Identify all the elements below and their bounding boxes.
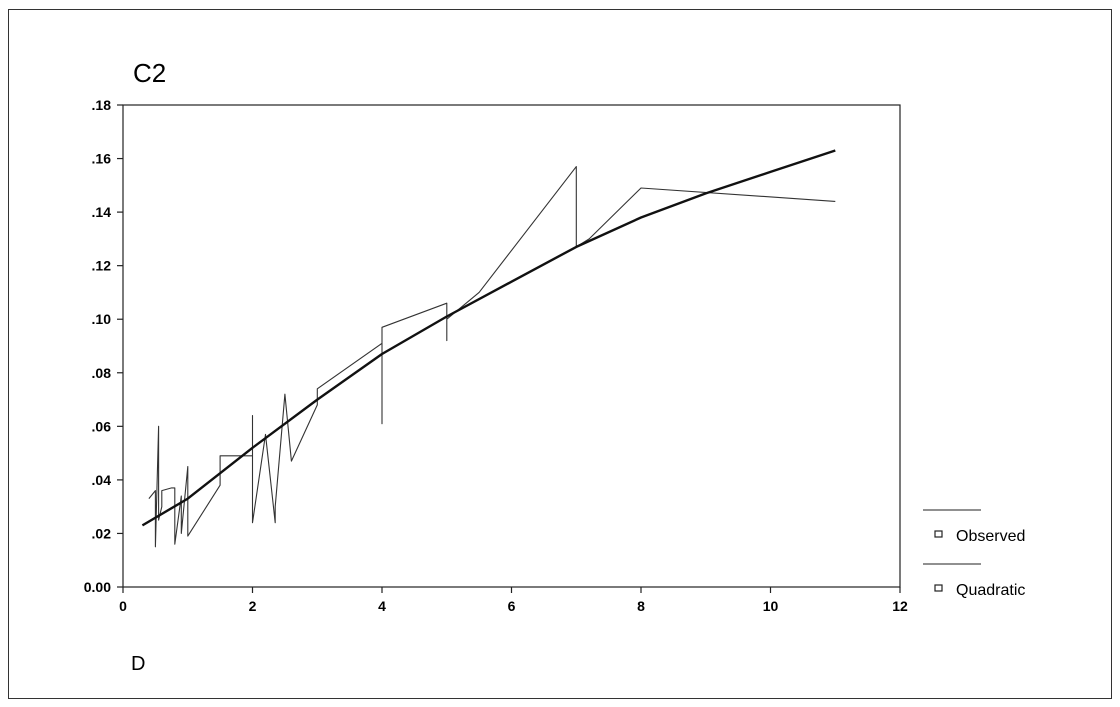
- x-axis-title: D: [131, 653, 145, 675]
- y-tick-label: .02: [92, 525, 112, 541]
- y-tick-label: .16: [92, 151, 112, 167]
- chart-frame: C2 0.00 .02 .04 .06 .08 .10 .12 .14 .16 .18 0 2 4 6 8…: [8, 9, 1112, 699]
- plot-area: [122, 104, 901, 588]
- x-tick-label: 2: [249, 598, 257, 614]
- y-tick-label: .10: [92, 311, 112, 327]
- x-tick-label: 10: [763, 598, 779, 614]
- y-tick-label: .18: [92, 97, 112, 113]
- y-tick-label: .04: [92, 472, 112, 488]
- y-tick-label: .12: [92, 258, 112, 274]
- x-tick-label: 8: [637, 598, 645, 614]
- y-tick-label: .06: [92, 418, 112, 434]
- series-line-observed: [148, 166, 836, 548]
- legend-marker: [934, 530, 943, 538]
- x-tick-label: 6: [508, 598, 516, 614]
- x-tick-label: 12: [892, 598, 908, 614]
- x-tick-label: 0: [119, 598, 127, 614]
- y-tick-label: 0.00: [84, 579, 111, 595]
- legend-marker: [934, 584, 943, 592]
- y-tick-label: .14: [92, 204, 112, 220]
- chart-title: C2: [133, 58, 166, 88]
- legend: Observed Quadratic: [923, 509, 1025, 599]
- y-axis: 0.00 .02 .04 .06 .08 .10 .12 .14 .16 .18: [84, 97, 123, 595]
- series-layer: [141, 149, 836, 548]
- x-tick-label: 4: [378, 598, 386, 614]
- legend-label-observed: Observed: [956, 528, 1025, 545]
- legend-label-quadratic: Quadratic: [956, 582, 1025, 599]
- chart: C2 0.00 .02 .04 .06 .08 .10 .12 .14 .16 .18 0 2 4 6 8…: [84, 58, 1026, 675]
- series-line-quadratic: [141, 149, 836, 527]
- x-axis: 0 2 4 6 8 10 12: [119, 587, 908, 614]
- y-tick-label: .08: [92, 365, 112, 381]
